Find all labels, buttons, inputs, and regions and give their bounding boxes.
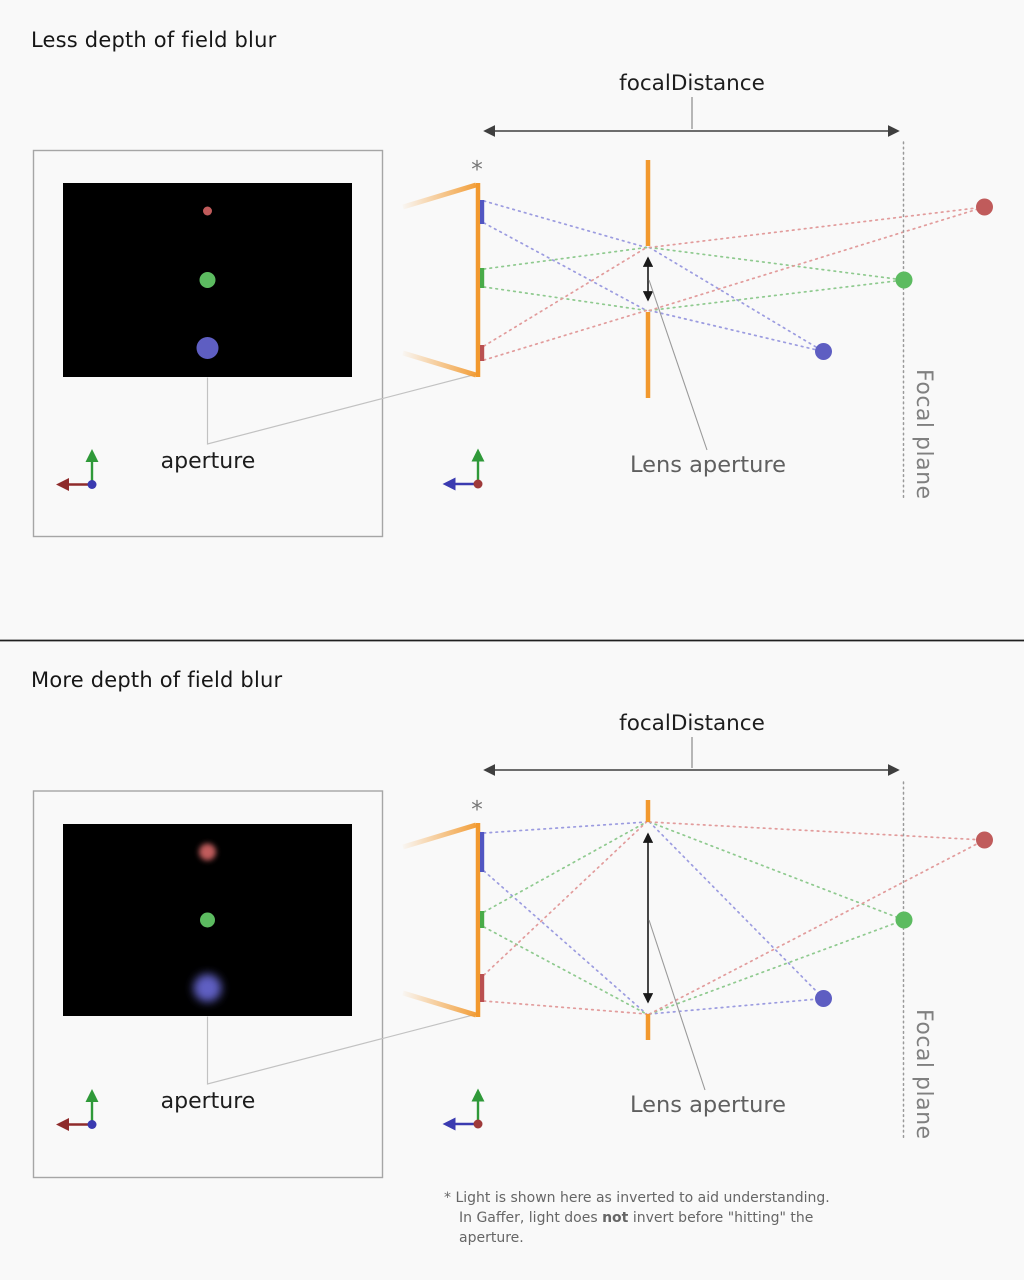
aperture-callout-line [206, 1013, 478, 1085]
inverted-light-footnote: * Light is shown here as inverted to aid… [444, 1188, 924, 1248]
panel-title-more: More depth of field blur [31, 668, 283, 692]
axis-gizmo-camera [442, 448, 485, 491]
footnote-line-3: aperture. [459, 1230, 524, 1247]
lens-aperture-label: Lens aperture [630, 1092, 786, 1118]
object-dot-red [976, 198, 993, 216]
preview-dot-green [200, 912, 215, 928]
light-rays [483, 200, 986, 361]
light-rays [483, 821, 986, 1015]
lens-aperture-label: Lens aperture [630, 452, 786, 478]
camera-sensor [402, 822, 485, 1018]
inverted-light-asterisk: * [471, 157, 483, 183]
panel-more-dof [32, 737, 993, 1179]
object-dot-green [895, 271, 913, 289]
axis-gizmo-world [56, 1089, 99, 1132]
preview-box [32, 790, 384, 1179]
preview-dot-blue [196, 337, 219, 359]
sensor-image-red [480, 974, 485, 1002]
lens-aperture-callout-line [648, 919, 706, 1091]
focal-plane-label: Focal plane [911, 369, 936, 500]
focal-distance-label: focalDistance [619, 711, 765, 736]
preview-dot-red [203, 206, 212, 216]
inverted-light-asterisk: * [471, 797, 483, 823]
object-dot-blue [815, 343, 832, 360]
footnote-line-1: * Light is shown here as inverted to aid… [444, 1190, 830, 1206]
camera-sensor [402, 182, 485, 378]
preview-dot-blue-blurred [193, 974, 222, 1002]
object-dot-blue [815, 990, 832, 1007]
aperture-label: aperture [160, 1089, 256, 1114]
focal-distance-label: focalDistance [619, 71, 765, 96]
lens-aperture-callout-line [648, 279, 708, 451]
preview-dot-green [199, 272, 216, 288]
aperture-callout-line [206, 373, 478, 445]
axis-gizmo-camera [442, 1088, 485, 1131]
axis-gizmo-world [56, 449, 99, 492]
sensor-image-blue [480, 832, 485, 872]
sensor-image-red [480, 345, 485, 361]
sensor-image-green [480, 268, 485, 288]
footnote-line-2: In Gaffer, light does not invert before … [459, 1210, 814, 1227]
panel-title-less: Less depth of field blur [31, 28, 277, 52]
panel-less-dof [32, 97, 993, 538]
object-dot-red [976, 831, 993, 849]
object-dot-green [895, 911, 913, 929]
preview-dot-red-blurred [199, 843, 216, 861]
sensor-image-blue [480, 200, 485, 224]
preview-box [32, 149, 384, 538]
sensor-image-green [480, 911, 485, 928]
aperture-label: aperture [160, 449, 256, 474]
focal-plane-label: Focal plane [911, 1009, 936, 1140]
